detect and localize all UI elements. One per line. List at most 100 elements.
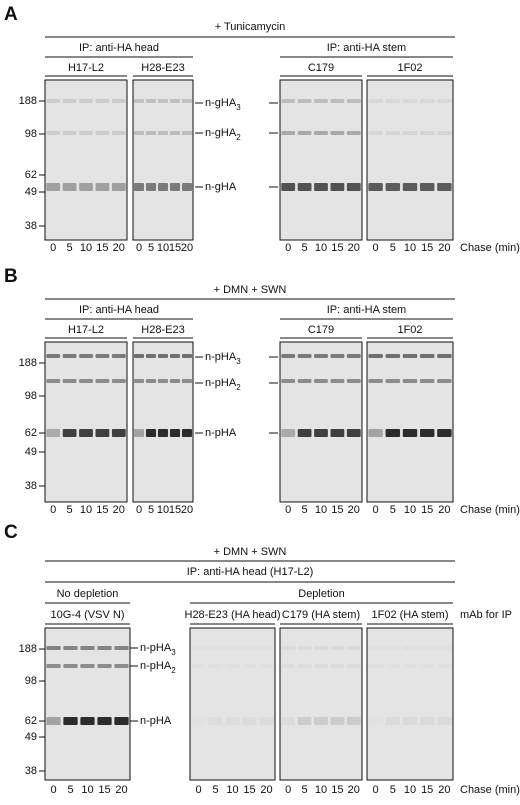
band (368, 664, 382, 668)
band (346, 379, 361, 383)
gel (366, 627, 454, 781)
band (330, 354, 345, 358)
antibody-label: C179 (308, 62, 334, 74)
treatment: + Tunicamycin (215, 21, 286, 33)
band (402, 183, 418, 191)
band-subscript: 2 (236, 383, 241, 392)
group-title: IP: anti-HA stem (327, 42, 406, 54)
band (419, 354, 435, 358)
band (225, 664, 239, 668)
lane-label: 0 (373, 504, 379, 516)
gel-note: mAb for IP (460, 609, 512, 621)
band (157, 99, 169, 103)
band (281, 379, 296, 383)
gel (44, 341, 128, 503)
marker-label: 49 (25, 446, 37, 458)
ip-label: IP: anti-HA head (H17-L2) (187, 566, 314, 578)
band (145, 99, 157, 103)
axis-label: Chase (min) (460, 504, 520, 516)
band (95, 429, 110, 437)
band (208, 646, 222, 650)
band (242, 646, 256, 650)
band (437, 429, 452, 437)
band (346, 717, 361, 725)
lane-label: 20 (181, 242, 193, 254)
band (169, 131, 181, 135)
band (191, 664, 205, 668)
band (62, 183, 77, 191)
marker-label: 38 (25, 480, 37, 492)
band (297, 379, 312, 383)
lane-label: 10 (81, 784, 93, 796)
lane-label: 15 (421, 784, 433, 796)
band (314, 429, 328, 437)
band (145, 183, 157, 191)
lane-label: 0 (50, 784, 56, 796)
band (437, 717, 452, 725)
lane-label: 10 (157, 504, 169, 516)
band (330, 429, 345, 437)
band (62, 379, 77, 383)
lane-label: 5 (67, 784, 73, 796)
band (80, 717, 95, 725)
lane-label: 0 (50, 242, 56, 254)
lane-label: 10 (80, 504, 92, 516)
lane-label: 5 (67, 242, 73, 254)
band (95, 99, 110, 103)
band (314, 664, 328, 668)
band (181, 429, 193, 437)
band (402, 99, 418, 103)
band (133, 131, 145, 135)
band (314, 183, 328, 191)
band-name: n-pHA (205, 427, 237, 439)
band (157, 429, 169, 437)
band (191, 646, 205, 650)
band (63, 717, 78, 725)
band (62, 131, 77, 135)
antibody-label: H28-E23 (141, 62, 184, 74)
group-title: Depletion (298, 588, 344, 600)
antibody-label: 1F02 (397, 62, 422, 74)
band (346, 646, 361, 650)
band (330, 99, 345, 103)
lane-label: 10 (404, 784, 416, 796)
band (281, 131, 296, 135)
lane-label: 15 (169, 504, 181, 516)
lane-label: 20 (113, 504, 125, 516)
lane-label: 5 (67, 504, 73, 516)
marker-label: 188 (19, 643, 37, 655)
gel (279, 341, 363, 503)
lane-label: 5 (302, 784, 308, 796)
band (420, 646, 434, 650)
gel (132, 79, 194, 241)
band (169, 99, 181, 103)
band (181, 99, 193, 103)
band (368, 717, 382, 725)
band (97, 646, 112, 650)
band (111, 429, 126, 437)
band (169, 354, 181, 358)
band (145, 429, 157, 437)
band-name: n-gHA (205, 181, 237, 193)
band (386, 664, 400, 668)
lane-label: 0 (136, 242, 142, 254)
panel-letter: C (4, 522, 18, 543)
band (419, 183, 435, 191)
band (281, 664, 296, 668)
lane-label: 20 (348, 242, 360, 254)
lane-label: 20 (438, 504, 450, 516)
band (169, 379, 181, 383)
lane-label: 5 (302, 504, 308, 516)
band-label: n-pHA2 (140, 660, 176, 675)
lane-label: 5 (390, 784, 396, 796)
group-title: IP: anti-HA head (79, 42, 159, 54)
band (437, 99, 452, 103)
band (242, 664, 256, 668)
lane-label: 0 (136, 504, 142, 516)
band (46, 183, 61, 191)
band (437, 131, 452, 135)
lane-label: 5 (390, 504, 396, 516)
band (62, 354, 77, 358)
band (385, 429, 401, 437)
band (297, 131, 312, 135)
